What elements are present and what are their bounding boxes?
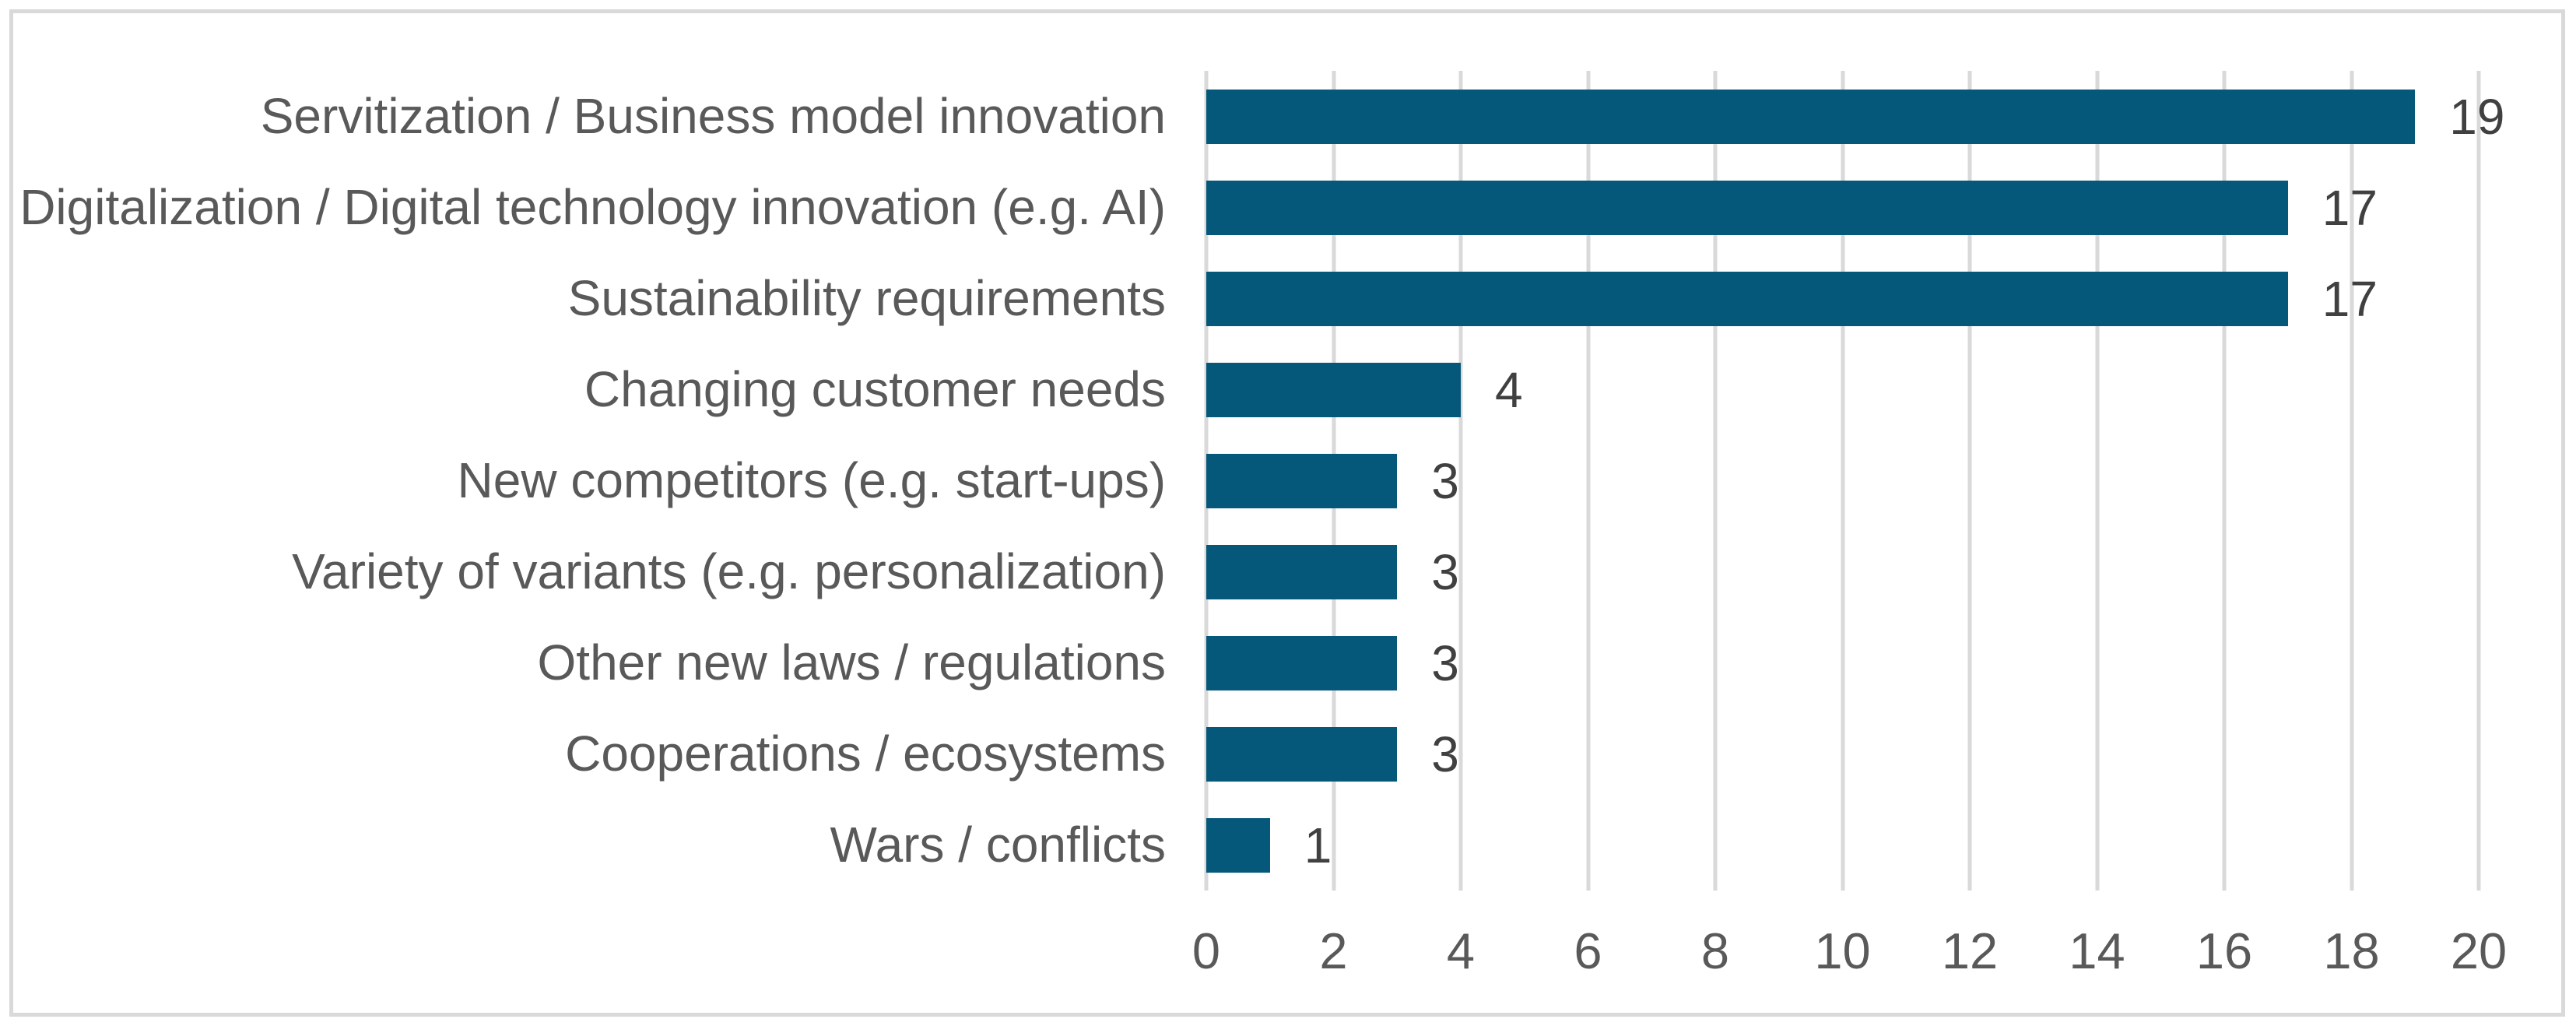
category-label: Sustainability requirements [567,270,1166,327]
category-label: Servitization / Business model innovatio… [260,88,1166,145]
gridline [1967,71,1972,891]
x-tick-label: 10 [1814,922,1871,979]
x-axis: 0 2 4 6 8 10 12 14 16 18 20 [1192,898,2507,1000]
bar-track: 19 [1206,89,2504,145]
value-label: 17 [2322,179,2378,236]
bar-row: Changing customer needs 4 [0,344,2576,435]
x-tick-label: 20 [2450,922,2508,979]
bar-row: Sustainability requirements 17 [0,253,2576,344]
gridline [1713,71,1718,891]
bar [1206,89,2416,144]
bar [1206,453,1398,508]
bar [1206,544,1398,599]
bar [1206,635,1398,690]
category-label: Changing customer needs [584,361,1166,418]
bar-track: 3 [1206,452,2479,509]
bar [1206,180,2288,235]
bar-track: 1 [1206,817,2479,873]
bar [1206,817,1270,873]
value-label: 3 [1431,543,1459,600]
gridline [1586,71,1590,891]
x-tick-label: 6 [1574,922,1602,979]
bar-chart: Servitization / Business model innovatio… [0,71,2576,1000]
bar-track: 17 [1206,270,2479,327]
x-tick-label: 0 [1191,922,1221,979]
x-tick-label: 8 [1700,922,1730,979]
bar-row: New competitors (e.g. start-ups) 3 [0,435,2576,526]
x-tick-label: 18 [2323,922,2380,979]
category-label: Wars / conflicts [830,817,1166,873]
value-label: 4 [1495,361,1523,418]
category-label: Cooperations / ecosystems [565,726,1166,782]
x-tick-label: 4 [1446,922,1476,979]
bar [1206,362,1461,417]
gridline [2222,71,2227,891]
bar-row: Variety of variants (e.g. personalizatio… [0,526,2576,617]
bar-track: 4 [1206,361,2479,418]
value-label: 3 [1431,726,1459,782]
gridline [2350,71,2353,891]
gridline [2095,71,2099,891]
bar [1206,726,1398,782]
bar-row: Cooperations / ecosystems 3 [0,708,2576,799]
value-label: 17 [2322,270,2378,327]
bar-track: 3 [1206,543,2479,600]
gridline [1458,71,1463,891]
bar-row: Wars / conflicts 1 [0,799,2576,891]
bar-track: 3 [1206,634,2479,691]
value-label: 19 [2449,88,2505,145]
gridline [1841,71,1844,891]
bar-row: Digitalization / Digital technology inno… [0,162,2576,253]
x-tick-label: 14 [2069,922,2125,979]
category-label: Digitalization / Digital technology inno… [19,179,1166,236]
chart-rows: Servitization / Business model innovatio… [0,71,2576,891]
category-label: New competitors (e.g. start-ups) [457,452,1167,509]
x-tick-label: 2 [1319,922,1348,979]
x-tick-label: 16 [2195,922,2253,979]
category-label: Variety of variants (e.g. personalizatio… [292,543,1166,600]
x-tick-label: 12 [1941,922,1999,979]
value-label: 3 [1431,452,1459,509]
category-label: Other new laws / regulations [537,634,1167,691]
plot-area: Servitization / Business model innovatio… [0,71,2576,891]
gridline [2476,71,2481,891]
value-label: 1 [1304,817,1332,873]
bar-row: Servitization / Business model innovatio… [0,71,2576,162]
value-label: 3 [1431,634,1459,691]
bar-track: 3 [1206,726,2479,782]
bar [1206,271,2288,326]
bar-row: Other new laws / regulations 3 [0,617,2576,708]
bar-track: 17 [1206,179,2479,236]
